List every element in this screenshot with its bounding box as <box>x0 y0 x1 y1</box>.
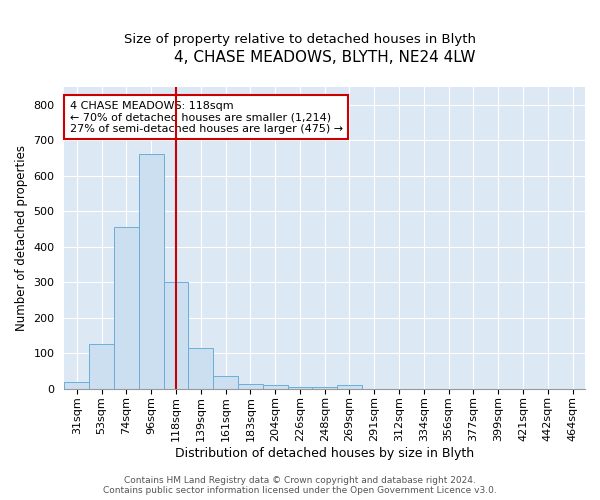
Bar <box>188 348 213 389</box>
Bar <box>313 387 337 388</box>
Text: Contains HM Land Registry data © Crown copyright and database right 2024.
Contai: Contains HM Land Registry data © Crown c… <box>103 476 497 495</box>
Bar <box>114 227 139 388</box>
Bar <box>139 154 164 388</box>
Bar <box>263 386 287 388</box>
X-axis label: Distribution of detached houses by size in Blyth: Distribution of detached houses by size … <box>175 447 474 460</box>
Text: 4 CHASE MEADOWS: 118sqm
← 70% of detached houses are smaller (1,214)
27% of semi: 4 CHASE MEADOWS: 118sqm ← 70% of detache… <box>70 100 343 134</box>
Title: 4, CHASE MEADOWS, BLYTH, NE24 4LW: 4, CHASE MEADOWS, BLYTH, NE24 4LW <box>174 50 475 65</box>
Text: Size of property relative to detached houses in Blyth: Size of property relative to detached ho… <box>124 32 476 46</box>
Bar <box>337 385 362 388</box>
Y-axis label: Number of detached properties: Number of detached properties <box>15 145 28 331</box>
Bar <box>287 387 313 388</box>
Bar <box>64 382 89 388</box>
Bar <box>213 376 238 388</box>
Bar <box>89 344 114 389</box>
Bar <box>238 384 263 388</box>
Bar <box>164 282 188 389</box>
